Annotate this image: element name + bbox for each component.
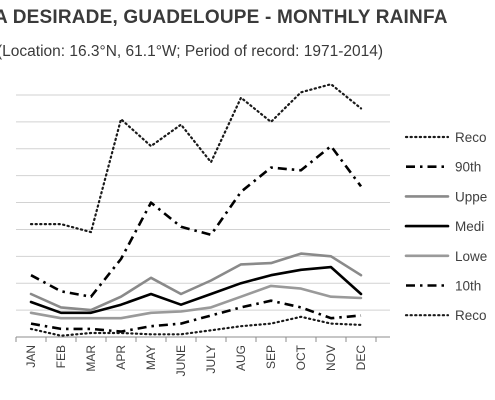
legend-label: 10th <box>455 279 481 294</box>
legend-label: Medi <box>455 219 484 234</box>
x-tick-label: OCT <box>294 344 308 370</box>
series-group <box>29 83 363 337</box>
legend-label: Lowe <box>455 249 487 264</box>
x-axis-tick-labels: JAN FEB MAR APR MAY JUNE JULY AUG SEP OCT NOV DEC <box>24 344 368 376</box>
x-tick-label: FEB <box>54 345 68 368</box>
legend-label: Reco <box>455 130 487 145</box>
series-line-2 <box>30 144 363 299</box>
x-tick-label: SEP <box>264 345 278 369</box>
x-tick-label: DEC <box>354 345 368 371</box>
legend-label: Reco <box>455 308 487 323</box>
x-tick-label: JUNE <box>174 345 188 376</box>
series-line-6 <box>30 299 362 333</box>
series-line-7 <box>29 315 363 337</box>
gridlines <box>15 94 390 342</box>
legend: Reco 90th Uppe Medi Lowe 10th Reco <box>404 130 487 323</box>
x-tick-label: APR <box>114 345 128 370</box>
x-tick-label: JAN <box>24 345 38 368</box>
series-line-4 <box>29 265 363 315</box>
x-tick-label: MAY <box>144 345 158 370</box>
chart-title: A DESIRADE, GUADELOUPE - MONTHLY RAINFA <box>0 7 448 28</box>
x-tick-label: AUG <box>234 345 248 371</box>
chart-subtitle: (Location: 16.3°N, 61.1°W; Period of rec… <box>0 43 384 60</box>
x-tick-label: JULY <box>204 345 218 373</box>
series-line-5 <box>29 284 363 320</box>
legend-label: Uppe <box>455 189 487 204</box>
series-line-3 <box>29 252 363 312</box>
x-tick-label: NOV <box>324 345 338 371</box>
series-line-1 <box>29 83 363 234</box>
legend-label: 90th <box>455 160 481 175</box>
x-tick-label: MAR <box>84 345 98 372</box>
